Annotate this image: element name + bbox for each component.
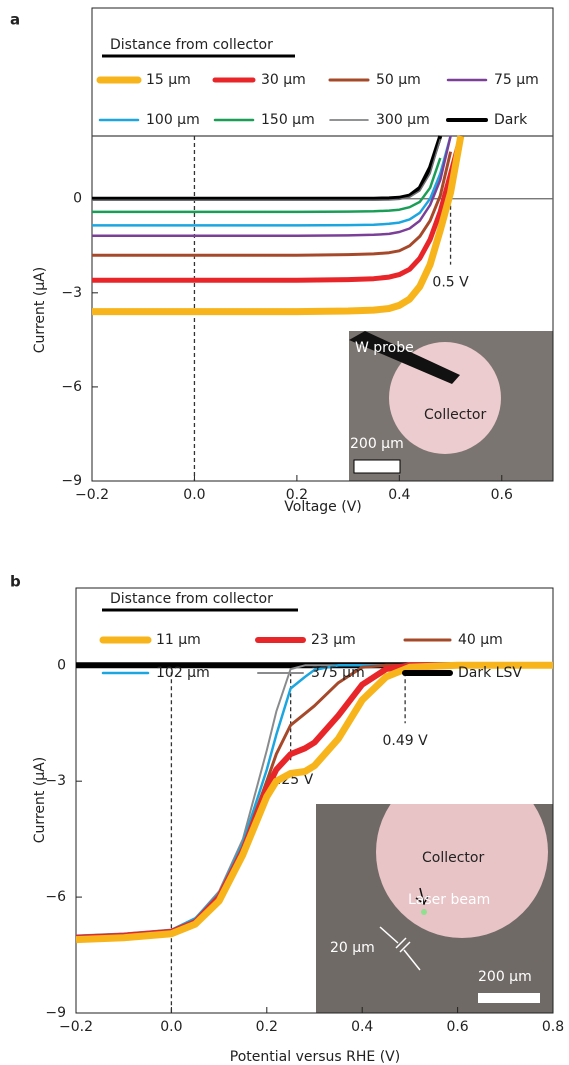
laser-spot xyxy=(421,909,427,915)
x-axis-title: Voltage (V) xyxy=(284,499,361,515)
legend-label: 150 μm xyxy=(261,112,315,128)
panel-label: b xyxy=(10,573,21,591)
series-line xyxy=(92,136,451,236)
scale-bar xyxy=(478,993,540,1003)
legend-title: Distance from collector xyxy=(110,37,273,53)
legend-title: Distance from collector xyxy=(110,591,273,607)
y-axis-title: Current (μA) xyxy=(32,267,48,353)
legend-label: 102 μm xyxy=(156,665,210,681)
series-line xyxy=(92,139,440,200)
series-line xyxy=(92,136,440,199)
scale-bar xyxy=(354,460,400,473)
legend-label: 23 μm xyxy=(311,632,356,648)
x-tick-label: −0.2 xyxy=(59,1019,93,1035)
series-line xyxy=(92,136,461,312)
inset-label: Laser beam xyxy=(408,892,490,908)
x-tick-label: 0.0 xyxy=(183,487,205,503)
legend-label: 75 μm xyxy=(494,72,539,88)
inset-label: W probe xyxy=(355,340,414,356)
legend-label: Dark xyxy=(494,112,528,128)
inset-label: Collector xyxy=(424,407,486,423)
y-tick-label: 0 xyxy=(57,657,66,673)
x-tick-label: 0.6 xyxy=(491,487,513,503)
annotation: 0.5 V xyxy=(432,275,469,291)
legend-label: 300 μm xyxy=(376,112,430,128)
y-tick-label: −6 xyxy=(61,379,82,395)
inset-label: Collector xyxy=(422,850,484,866)
y-tick-label: −6 xyxy=(45,889,66,905)
legend-label: 30 μm xyxy=(261,72,306,88)
legend-label: Dark LSV xyxy=(458,665,522,681)
inset-label: 200 μm xyxy=(350,436,404,452)
x-tick-label: 0.6 xyxy=(446,1019,468,1035)
annotation: 0.49 V xyxy=(383,733,429,749)
legend-label: 50 μm xyxy=(376,72,421,88)
legend-label: 100 μm xyxy=(146,112,200,128)
x-tick-label: 0.0 xyxy=(160,1019,182,1035)
x-tick-label: −0.2 xyxy=(75,487,109,503)
inset-label: 20 μm xyxy=(330,940,375,956)
x-axis-title: Potential versus RHE (V) xyxy=(230,1049,400,1065)
y-axis-title: Current (μA) xyxy=(32,757,48,843)
x-tick-label: 0.8 xyxy=(542,1019,564,1035)
legend-label: 15 μm xyxy=(146,72,191,88)
x-tick-label: 0.4 xyxy=(388,487,410,503)
x-tick-label: 0.4 xyxy=(351,1019,373,1035)
legend-label: 40 μm xyxy=(458,632,503,648)
figure: aW probeCollector200 μm−9−6−30−0.20.00.2… xyxy=(0,0,569,1065)
legend-label: 375 μm xyxy=(311,665,365,681)
legend-label: 11 μm xyxy=(156,632,201,648)
series-line xyxy=(92,158,440,212)
inset-label: 200 μm xyxy=(478,969,532,985)
y-tick-label: −3 xyxy=(45,773,66,789)
series-line xyxy=(92,152,451,256)
x-tick-label: 0.2 xyxy=(256,1019,278,1035)
y-tick-label: 0 xyxy=(73,191,82,207)
y-tick-label: −3 xyxy=(61,285,82,301)
panel-label: a xyxy=(10,11,20,29)
